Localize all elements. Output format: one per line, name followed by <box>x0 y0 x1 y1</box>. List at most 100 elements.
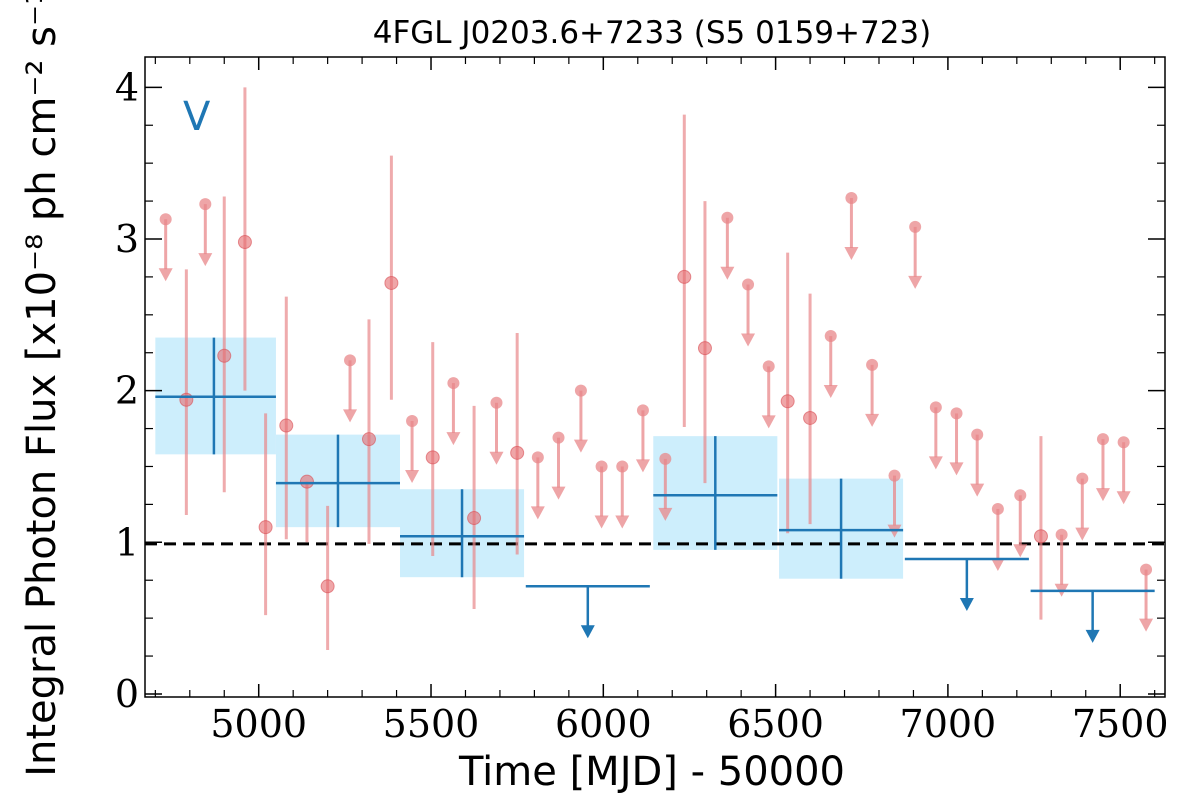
short-bin-upper-limit-arrowhead <box>1075 527 1090 541</box>
long-bin-upper-limit-arrowhead <box>959 597 974 611</box>
short-bin-upper-limit-arrowhead <box>635 459 650 473</box>
short-bin-point <box>299 474 314 489</box>
short-bin-upper-limit-arrowhead <box>551 486 566 500</box>
short-bin-upper-limit-point <box>762 360 775 373</box>
short-bin-upper-limit-arrowhead <box>1013 544 1028 558</box>
short-bin-upper-limit-point <box>929 401 942 414</box>
short-bin-upper-limit-arrowhead <box>949 462 964 476</box>
long-bin-upper-limit-arrowhead <box>1085 629 1100 643</box>
short-bin-upper-limit-point <box>1117 436 1130 449</box>
short-bin-point <box>677 269 692 284</box>
short-bin-upper-limit-point <box>991 502 1004 515</box>
short-bin-upper-limit-arrowhead <box>741 333 756 347</box>
short-bin-point <box>467 511 482 526</box>
short-bin-upper-limit-point <box>909 220 922 233</box>
y-axis-title: Integral Photon Flux [x10⁻⁸ ph cm⁻² s⁻¹] <box>19 0 65 777</box>
y-tick-label: 4 <box>115 65 139 109</box>
short-bin-upper-limit-arrowhead <box>198 253 213 267</box>
short-bin-upper-limit-point <box>888 469 901 482</box>
short-bin-upper-limit-arrowhead <box>823 385 838 399</box>
y-tick-label: 0 <box>115 672 139 716</box>
short-bin-point <box>217 348 232 363</box>
short-bin-upper-limit-point <box>971 428 984 441</box>
short-bin-upper-limit-arrowhead <box>343 409 358 423</box>
short-bin-upper-limit-point <box>659 452 672 465</box>
short-bin-upper-limit-arrowhead <box>990 557 1005 571</box>
short-bin-point <box>697 341 712 356</box>
short-bin-upper-limit-point <box>447 377 460 390</box>
short-bin-upper-limit-point <box>866 358 879 371</box>
short-bin-point <box>780 394 795 409</box>
short-bin-upper-limit-arrowhead <box>158 268 173 282</box>
x-tick-label: 6000 <box>555 702 652 746</box>
short-bin-upper-limit-arrowhead <box>1095 488 1110 502</box>
short-bin-upper-limit-point <box>950 407 963 420</box>
short-bin-point <box>320 579 335 594</box>
short-bin-upper-limit-arrowhead <box>1139 618 1154 632</box>
short-bin-upper-limit-arrowhead <box>970 483 985 497</box>
short-bin-upper-limit-point <box>824 330 837 343</box>
short-bin-upper-limit-arrowhead <box>530 506 545 520</box>
text-layer: 4FGL J0203.6+7233 (S5 0159+723) Time [MJ… <box>19 0 931 795</box>
short-bin-upper-limit-point <box>1076 472 1089 485</box>
short-bin-upper-limit-point <box>1014 489 1027 502</box>
short-bin-point <box>425 450 440 465</box>
short-bin-series-layer <box>158 87 1154 650</box>
short-bin-point <box>179 392 194 407</box>
short-bin-upper-limit-arrowhead <box>405 469 420 483</box>
short-bin-upper-limit-arrowhead <box>1116 491 1131 505</box>
y-tick-label: 1 <box>115 520 139 564</box>
short-bin-upper-limit-arrowhead <box>446 432 461 446</box>
short-bin-upper-limit-point <box>636 404 649 417</box>
short-bin-upper-limit-point <box>721 211 734 224</box>
short-bin-upper-limit-point <box>1140 563 1153 576</box>
x-tick-label: 7000 <box>900 702 997 746</box>
short-bin-upper-limit-point <box>1096 433 1109 446</box>
short-bin-upper-limit-point <box>574 384 587 397</box>
y-tick-label: 2 <box>115 369 139 413</box>
short-bin-upper-limit-point <box>552 431 565 444</box>
short-bin-upper-limit-point <box>406 414 419 427</box>
short-bin-upper-limit-arrowhead <box>928 456 943 470</box>
short-bin-point <box>510 445 525 460</box>
long-bin-upper-limit-arrowhead <box>580 625 595 639</box>
x-axis-title: Time [MJD] - 50000 <box>458 749 845 795</box>
chart-title: 4FGL J0203.6+7233 (S5 0159+723) <box>373 15 932 51</box>
short-bin-upper-limit-point <box>531 451 544 464</box>
short-bin-point <box>361 432 376 447</box>
energy-band-label: V <box>183 94 211 140</box>
axes-layer: 5000 5500 6000 6500 7000 7500 0 1 2 3 4 <box>115 56 1169 746</box>
short-bin-point <box>384 275 399 290</box>
short-bin-point <box>258 520 273 535</box>
short-bin-upper-limit-point <box>490 396 503 409</box>
short-bin-upper-limit-point <box>616 460 629 473</box>
short-bin-upper-limit-arrowhead <box>761 415 776 429</box>
x-tick-label: 5000 <box>210 702 307 746</box>
short-bin-upper-limit-point <box>344 354 357 367</box>
x-tick-label: 5500 <box>383 702 480 746</box>
short-bin-upper-limit-point <box>845 192 858 205</box>
short-bin-upper-limit-arrowhead <box>615 515 630 529</box>
short-bin-upper-limit-arrowhead <box>594 515 609 529</box>
short-bin-point <box>1033 529 1048 544</box>
short-bin-upper-limit-arrowhead <box>573 439 588 453</box>
short-bin-upper-limit-arrowhead <box>908 275 923 289</box>
x-tick-label: 6500 <box>727 702 824 746</box>
plot-frame <box>144 56 1166 698</box>
long-bin-series-layer <box>155 337 1155 643</box>
short-bin-point <box>279 418 294 433</box>
short-bin-point <box>237 235 252 250</box>
short-bin-upper-limit-point <box>595 460 608 473</box>
short-bin-upper-limit-arrowhead <box>658 507 673 521</box>
short-bin-upper-limit-point <box>199 198 212 211</box>
short-bin-point <box>803 410 818 425</box>
short-bin-upper-limit-arrowhead <box>844 247 859 261</box>
short-bin-upper-limit-arrowhead <box>720 266 735 280</box>
short-bin-upper-limit-point <box>1055 528 1068 541</box>
short-bin-upper-limit-point <box>159 213 172 226</box>
short-bin-upper-limit-arrowhead <box>865 413 880 427</box>
short-bin-upper-limit-point <box>742 278 755 291</box>
x-tick-label: 7500 <box>1072 702 1169 746</box>
